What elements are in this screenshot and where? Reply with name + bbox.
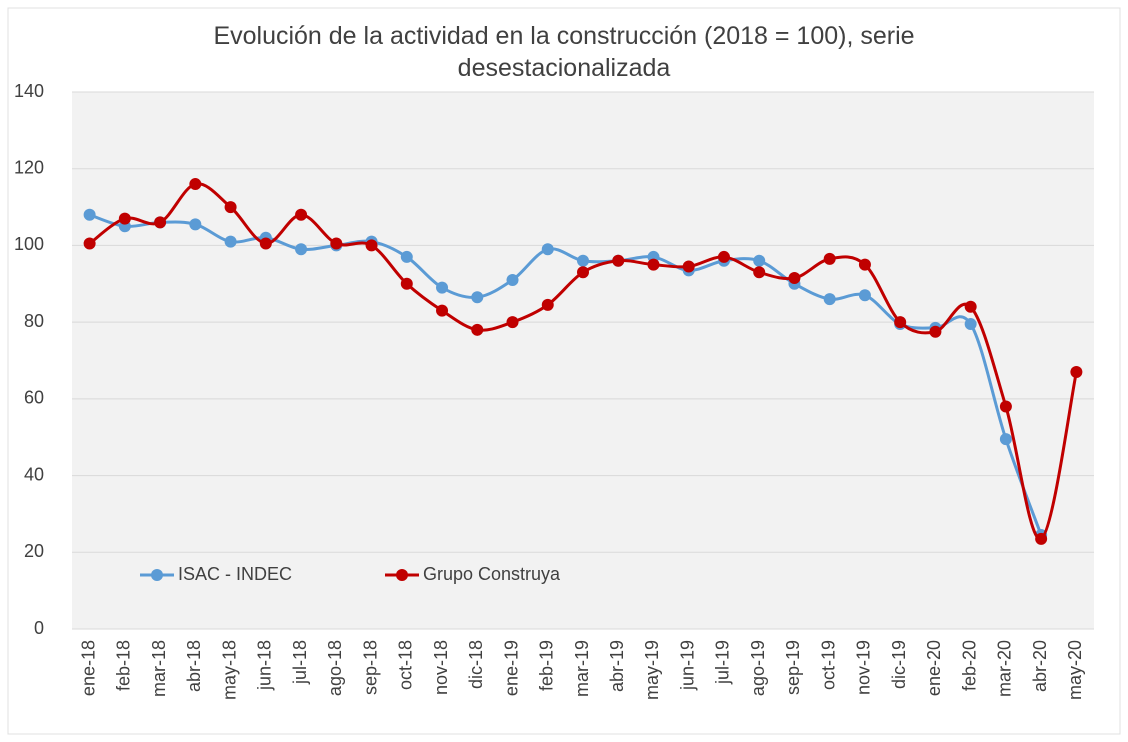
x-tick-label: jun-18 [255, 640, 275, 691]
data-point [753, 266, 766, 279]
data-point [436, 304, 449, 317]
x-tick-label: ago-18 [325, 640, 345, 696]
y-tick-label: 0 [34, 618, 44, 638]
data-point [894, 316, 907, 329]
chart-border [7, 7, 1121, 735]
data-point [365, 239, 378, 252]
legend-label: Grupo Construya [423, 564, 561, 584]
x-tick-label: abr-20 [1030, 640, 1050, 692]
data-point [612, 254, 625, 267]
chart-title: Evolución de la actividad en la construc… [213, 22, 915, 82]
data-point [400, 277, 413, 290]
data-point [788, 272, 801, 285]
data-point [682, 260, 695, 273]
legend-marker [396, 569, 408, 581]
x-tick-label: ene-18 [78, 640, 98, 696]
data-point [753, 254, 766, 267]
x-tick-label: nov-19 [854, 640, 874, 695]
data-point [823, 293, 836, 306]
data-point [647, 258, 660, 271]
data-point [400, 250, 413, 263]
x-tick-label: jun-19 [677, 640, 697, 691]
data-point [330, 237, 343, 250]
data-point [436, 281, 449, 294]
x-tick-label: may-19 [642, 640, 662, 700]
x-tick-label: ago-19 [748, 640, 768, 696]
plot-area [72, 92, 1094, 629]
x-tick-label: ene-19 [501, 640, 521, 696]
data-point [717, 250, 730, 263]
x-tick-label: sep-19 [783, 640, 803, 695]
x-tick-label: dic-18 [466, 640, 486, 689]
legend-label: ISAC - INDEC [178, 564, 292, 584]
x-tick-label: feb-20 [959, 640, 979, 691]
x-tick-label: jul-18 [290, 640, 310, 685]
data-point [1035, 532, 1048, 545]
x-tick-label: nov-18 [431, 640, 451, 695]
x-tick-label: oct-18 [396, 640, 416, 690]
data-point [823, 252, 836, 265]
x-tick-label: mar-19 [572, 640, 592, 697]
y-tick-label: 100 [14, 234, 44, 254]
data-point [83, 208, 96, 221]
x-tick-label: mar-20 [995, 640, 1015, 697]
data-point [471, 291, 484, 304]
x-tick-label: feb-19 [537, 640, 557, 691]
data-point [999, 433, 1012, 446]
y-tick-label: 120 [14, 157, 44, 177]
data-point [295, 208, 308, 221]
data-point [858, 258, 871, 271]
data-point [964, 300, 977, 313]
data-point [259, 237, 272, 250]
legend-marker [151, 569, 163, 581]
x-tick-label: jul-19 [713, 640, 733, 685]
data-point [506, 316, 519, 329]
x-tick-label: feb-18 [114, 640, 134, 691]
x-tick-label: may-20 [1065, 640, 1085, 700]
data-point [999, 400, 1012, 413]
x-tick-label: ene-20 [924, 640, 944, 696]
data-point [189, 178, 202, 191]
y-tick-label: 140 [14, 81, 44, 101]
data-point [118, 212, 131, 225]
data-point [189, 218, 202, 231]
data-point [541, 298, 554, 311]
x-tick-label: dic-19 [889, 640, 909, 689]
data-point [858, 289, 871, 302]
data-point [929, 325, 942, 338]
data-point [541, 243, 554, 256]
y-tick-label: 20 [24, 541, 44, 561]
data-point [224, 201, 237, 214]
data-point [83, 237, 96, 250]
x-tick-label: mar-18 [149, 640, 169, 697]
data-point [224, 235, 237, 248]
x-tick-label: sep-18 [360, 640, 380, 695]
data-point [506, 273, 519, 286]
y-tick-label: 40 [24, 464, 44, 484]
x-tick-label: abr-18 [184, 640, 204, 692]
data-point [577, 254, 589, 267]
x-tick-label: oct-19 [818, 640, 838, 690]
x-tick-label: abr-19 [607, 640, 627, 692]
y-tick-label: 60 [24, 388, 44, 408]
y-tick-label: 80 [24, 311, 44, 331]
x-tick-label: may-18 [219, 640, 239, 700]
data-point [471, 323, 484, 336]
data-point [577, 266, 589, 279]
data-point [1070, 366, 1083, 379]
data-point [964, 318, 977, 331]
data-point [295, 243, 308, 256]
data-point [154, 216, 167, 229]
